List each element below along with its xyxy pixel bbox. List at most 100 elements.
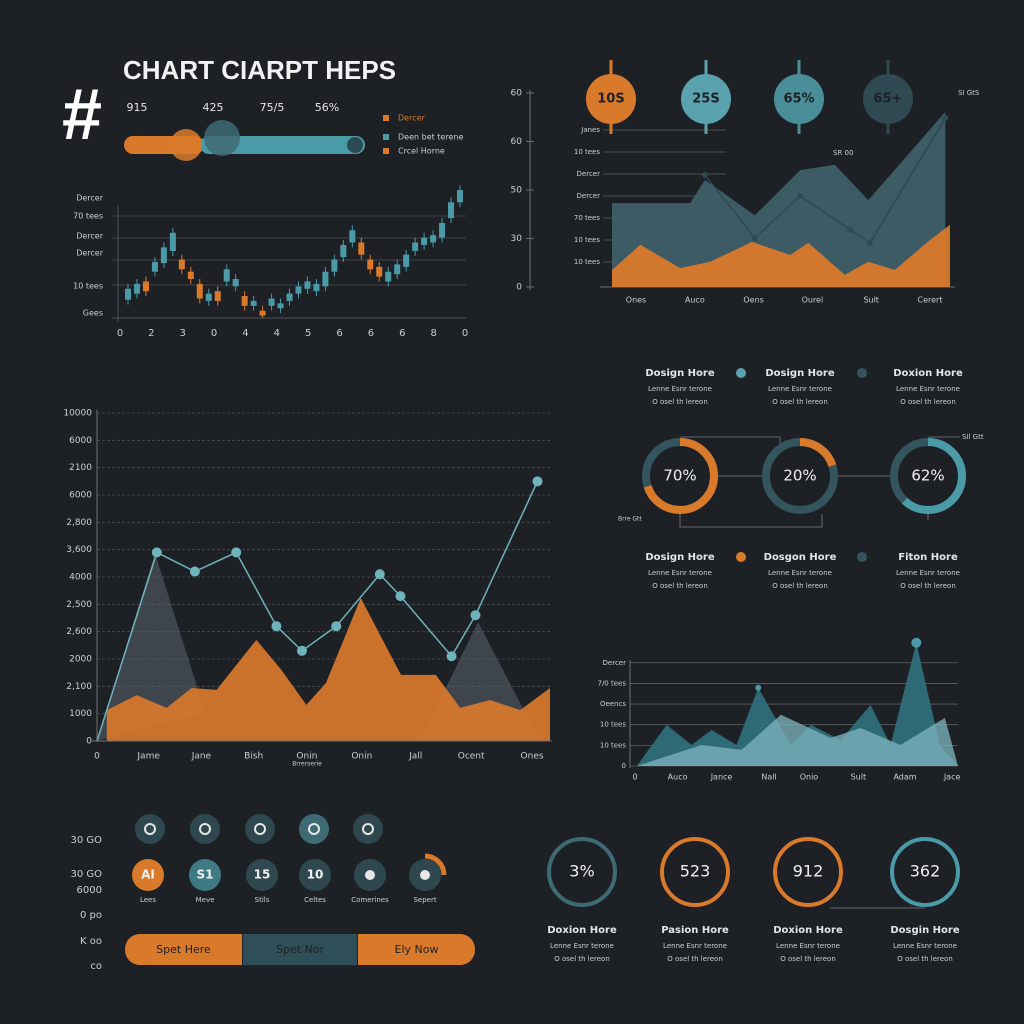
y-tick-label: 6000	[69, 436, 92, 446]
y-tick-label: 10 tees	[73, 282, 103, 291]
candle-body	[349, 230, 356, 243]
tile-glyph	[420, 870, 430, 880]
x-tick-label: Ones	[626, 296, 646, 305]
candle-body	[133, 283, 140, 294]
caption-line: O osel th lereon	[900, 398, 956, 406]
point	[271, 621, 282, 632]
caption: Brrerserie	[292, 761, 322, 768]
y-tick-label: 2100	[69, 463, 92, 473]
x-tick-label: Onio	[800, 773, 819, 782]
y-tick-label: 30	[511, 234, 523, 244]
caption-line: O osel th lereon	[772, 582, 828, 590]
y-tick-label: Oeencs	[600, 700, 626, 708]
x-tick-label: 2	[148, 328, 154, 339]
y-tick-label: 0	[86, 737, 92, 747]
y-tick-label: 2,800	[66, 518, 92, 528]
point	[189, 566, 200, 577]
y-tick-label: 0	[622, 762, 626, 770]
caption-title: Dosgon Hore	[764, 552, 837, 563]
dot	[736, 368, 746, 378]
point	[231, 547, 242, 558]
x-tick-label: Nall	[761, 773, 776, 782]
point	[755, 684, 762, 691]
line	[96, 481, 539, 742]
connector	[679, 436, 960, 528]
tile-caption: Comerines	[351, 896, 389, 904]
row-label: 30 GO	[70, 869, 102, 880]
point	[911, 637, 922, 648]
dot	[857, 552, 867, 562]
kpi-ring	[890, 837, 960, 907]
x-tick-label: Cerert	[918, 296, 943, 305]
candle-body	[304, 281, 311, 289]
dot	[857, 368, 867, 378]
candle-body	[394, 264, 401, 275]
tile-caption: Lees	[140, 896, 156, 904]
stat: 56%	[315, 101, 339, 114]
x-tick-label: 4	[274, 328, 280, 339]
caption-line: Lenne Esnr terone	[663, 942, 727, 950]
note: SIl Gtt	[962, 433, 984, 441]
shade	[97, 553, 205, 741]
row-label: 10 tees	[574, 148, 600, 156]
y-tick-label: Dercer	[603, 659, 627, 667]
candle-body	[250, 300, 257, 306]
area	[106, 598, 550, 741]
tile	[189, 859, 221, 891]
bubble	[586, 74, 636, 124]
candle-body	[286, 293, 293, 301]
tile-text: AI	[141, 868, 155, 882]
icon-button	[299, 814, 329, 844]
candle-body	[178, 259, 185, 270]
candle-body	[160, 247, 167, 264]
y-tick-label: 6000	[69, 491, 92, 501]
button[interactable]	[243, 934, 357, 965]
kpi-ring	[773, 837, 843, 907]
candle-body	[259, 310, 266, 316]
caption-line: O osel th lereon	[652, 398, 708, 406]
candle-body	[457, 190, 463, 203]
candle-body	[421, 237, 428, 245]
bubble	[681, 74, 731, 124]
y-tick-label: Gees	[83, 309, 103, 318]
candle-body	[430, 235, 437, 243]
x-tick-label: 0	[211, 328, 217, 339]
candle-body	[385, 271, 392, 282]
legend-label: Dercer	[398, 114, 426, 123]
note: Brre Gtt	[618, 516, 642, 523]
caption-line: O osel th lereon	[652, 582, 708, 590]
icon-button	[190, 814, 220, 844]
x-tick-label: Sult	[851, 773, 867, 782]
caption-line: Lenne Esnr terone	[648, 569, 712, 577]
x-tick-label: 4	[242, 328, 248, 339]
caption-line: Lenne Esnr terone	[896, 385, 960, 393]
tile-text: S1	[197, 868, 214, 882]
y-tick-label: 2,500	[66, 600, 92, 610]
point	[532, 476, 543, 487]
row-label: 0 po	[80, 910, 102, 921]
x-tick-label: 0	[462, 328, 468, 339]
icon-button	[353, 814, 383, 844]
x-tick-label: 6	[399, 328, 405, 339]
y-tick-label: 60	[511, 89, 523, 99]
ring-label: 70%	[663, 467, 696, 485]
area	[636, 714, 958, 766]
caption-title: Fiton Hore	[898, 552, 958, 563]
row-label: Janes	[580, 126, 600, 134]
kpi-ring	[660, 837, 730, 907]
x-tick-label: Bish	[244, 752, 263, 762]
candle-body	[313, 283, 320, 292]
kpi-value: 523	[680, 862, 711, 881]
kpi-ring	[547, 837, 617, 907]
x-tick-label: 6	[336, 328, 342, 339]
ring-arc	[762, 438, 838, 514]
candle-body	[205, 293, 212, 301]
point	[151, 547, 162, 558]
candle-body	[340, 244, 347, 258]
caption-title: Pasion Hore	[661, 925, 729, 936]
row-label: 10 tees	[574, 258, 600, 266]
kpi-value: 912	[793, 862, 824, 881]
caption-line: Lenne Esnr terone	[896, 569, 960, 577]
kpi-value: 3%	[569, 862, 594, 881]
